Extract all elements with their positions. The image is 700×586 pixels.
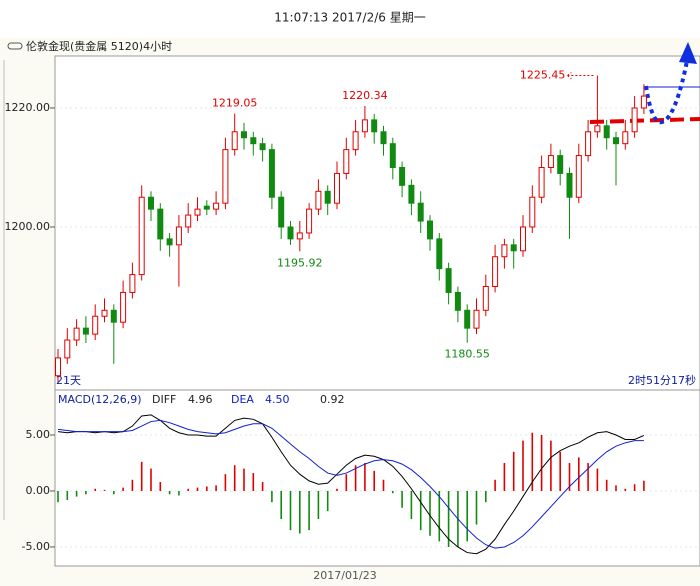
- annotation: 1220.34: [342, 89, 388, 102]
- candle-body: [389, 143, 396, 168]
- candle-body: [585, 131, 592, 157]
- candle-body: [566, 172, 573, 198]
- candle-body: [222, 149, 229, 204]
- candle-body: [482, 285, 489, 311]
- candle-body: [631, 107, 638, 133]
- candle-body: [408, 184, 415, 204]
- candle-body: [315, 190, 322, 210]
- macd-line: [57, 419, 644, 549]
- forecast-arrow: [644, 55, 690, 125]
- candle-body: [287, 226, 294, 240]
- candle-body: [213, 202, 220, 210]
- candle-body: [361, 119, 368, 133]
- period: 21天: [56, 374, 81, 387]
- annotation: 1225.45: [520, 69, 566, 82]
- candle-body: [120, 291, 127, 323]
- candle-body: [148, 196, 154, 210]
- readout-macd: 0.92: [320, 393, 345, 406]
- macd-panel: [54, 389, 700, 567]
- candle-body: [334, 172, 340, 204]
- candle-body: [427, 220, 433, 240]
- candle-body: [613, 137, 619, 145]
- candle-body: [380, 131, 387, 145]
- icon: [7, 42, 23, 50]
- price-panel: [54, 55, 700, 391]
- candle-body: [82, 327, 89, 335]
- candle-body: [436, 238, 443, 270]
- candle-body: [157, 208, 164, 240]
- candle-body: [547, 155, 554, 168]
- candle-body: [55, 357, 61, 377]
- y-tick-label: 0.00: [26, 484, 51, 497]
- candle-body: [640, 95, 647, 109]
- candle-body: [343, 149, 350, 174]
- macd-line: [57, 414, 645, 555]
- symbol: 伦敦金现(贵金属 5120)4小时: [26, 39, 172, 53]
- candle-body: [445, 268, 452, 293]
- date-label: 2017/01/23: [313, 569, 376, 582]
- candle-body: [492, 256, 499, 287]
- candle-body: [538, 166, 545, 198]
- candle-body: [575, 155, 582, 198]
- candle-body: [250, 137, 257, 145]
- arrow-head: [679, 42, 697, 64]
- annotation-arrow: [567, 72, 596, 79]
- candle-body: [603, 125, 610, 139]
- candle-body: [306, 208, 313, 234]
- candle-body: [129, 274, 136, 293]
- candle-body: [501, 244, 508, 258]
- timestamp: 11:07:13 2017/2/6 星期一: [274, 11, 425, 25]
- annotation: 1180.55: [444, 348, 490, 361]
- readout-diff: 4.96: [188, 393, 213, 406]
- candle-body: [101, 309, 108, 317]
- candle-body: [622, 131, 629, 145]
- annotation: 1219.05: [212, 97, 258, 110]
- support-line: [589, 117, 700, 124]
- candle-body: [371, 119, 378, 133]
- candle-body: [64, 339, 71, 359]
- candle-body: [73, 327, 80, 341]
- annotation: 1195.92: [277, 256, 323, 269]
- candle-body: [594, 125, 601, 133]
- candle-body: [529, 196, 536, 228]
- readout-dea: 4.50: [265, 393, 290, 406]
- candle-body: [417, 202, 424, 222]
- candle-body: [473, 309, 480, 329]
- y-tick-label: 1220.00: [5, 101, 51, 114]
- legend-diff: DIFF: [152, 393, 176, 406]
- y-tick-label: 5.00: [26, 428, 51, 441]
- legend-dea: DEA: [231, 393, 254, 406]
- candle-body: [194, 208, 201, 216]
- candle-body: [203, 205, 210, 210]
- candle-body: [278, 196, 285, 228]
- candle-body: [166, 238, 173, 246]
- macd-header: MACD(12,26,9) DIFF 4.96 DEA 4.50 0.92: [58, 393, 345, 406]
- candle-body: [399, 166, 406, 186]
- candle-body: [454, 291, 461, 311]
- candle-body: [231, 131, 238, 151]
- countdown: 2时51分17秒: [628, 373, 696, 387]
- candle-body: [241, 131, 247, 139]
- candle-body: [296, 232, 303, 240]
- candle-body: [324, 190, 331, 204]
- macd-title: MACD(12,26,9): [58, 393, 142, 406]
- candle-body: [352, 131, 359, 151]
- candle-body: [138, 196, 145, 276]
- y-tick-label: -5.00: [22, 540, 50, 553]
- candle-body: [268, 149, 275, 198]
- candle-body: [185, 214, 192, 228]
- candle-body: [92, 315, 99, 335]
- candle-body: [510, 244, 517, 252]
- candle-body: [557, 155, 564, 174]
- candle-body: [464, 309, 471, 329]
- y-tick-label: 1200.00: [5, 220, 51, 233]
- candle-body: [175, 226, 182, 246]
- candle-body: [520, 226, 526, 252]
- candle-body: [110, 309, 117, 323]
- candle-body: [259, 143, 266, 151]
